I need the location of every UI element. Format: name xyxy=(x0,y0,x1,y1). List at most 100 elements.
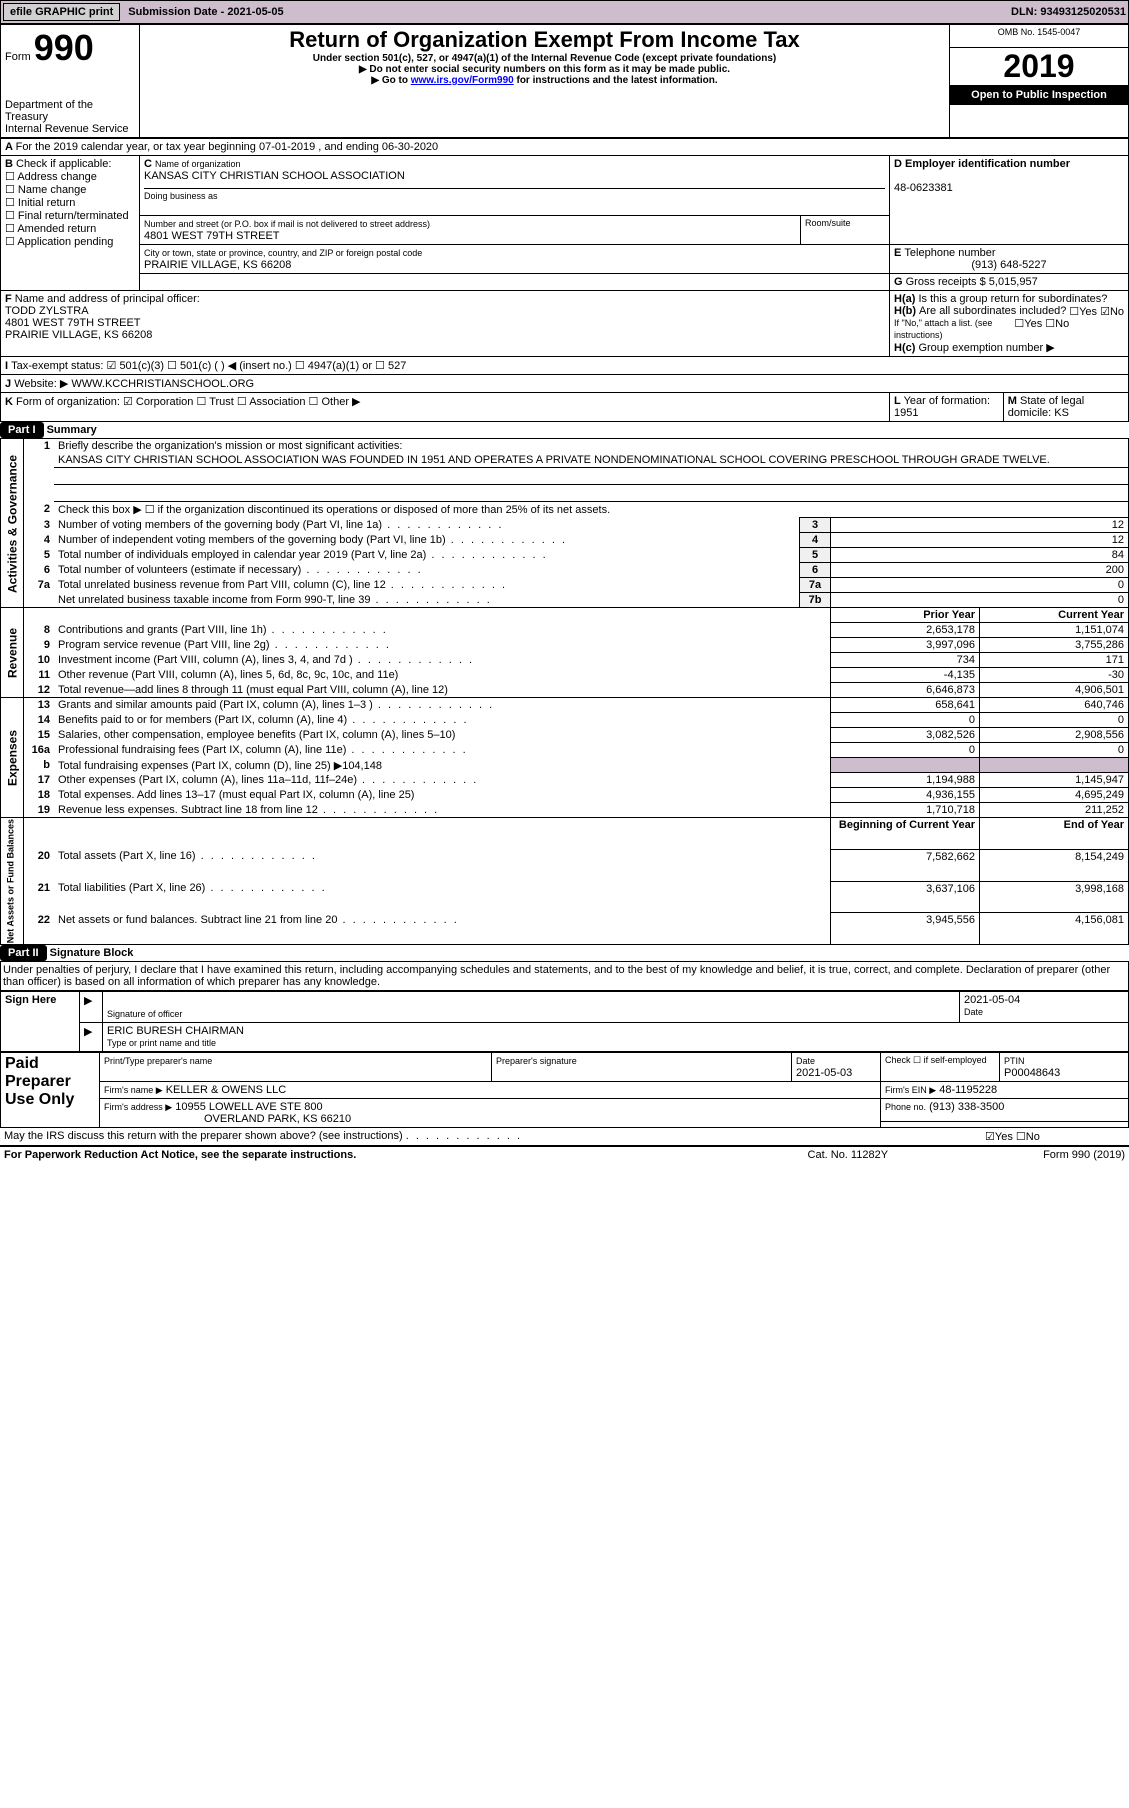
lt: Number of independent voting members of … xyxy=(54,533,800,548)
ln: 7a xyxy=(24,578,55,593)
py: 1,710,718 xyxy=(831,803,980,818)
lt: Total number of volunteers (estimate if … xyxy=(54,563,800,578)
lb: 3 xyxy=(800,518,831,533)
dept: Department of the Treasury Internal Reve… xyxy=(5,99,135,135)
l-lbl: Year of formation: xyxy=(904,395,990,407)
lt: Other revenue (Part VIII, column (A), li… xyxy=(54,668,831,683)
sig-date: 2021-05-04 xyxy=(964,994,1020,1006)
lt: Total unrelated business revenue from Pa… xyxy=(54,578,800,593)
i-opt: 501(c) ( ) ◀ (insert no.) xyxy=(180,360,292,372)
lb: 7a xyxy=(800,578,831,593)
py: 7,582,662 xyxy=(831,849,980,881)
pra: For Paperwork Reduction Act Notice, see … xyxy=(0,1146,755,1163)
cy: 3,755,286 xyxy=(980,638,1129,653)
firm-ein-lbl: Firm's EIN ▶ xyxy=(885,1085,936,1095)
ln: 5 xyxy=(24,548,55,563)
phone: (913) 648-5227 xyxy=(894,259,1124,271)
ein: 48-0623381 xyxy=(894,182,953,194)
officer-name: ERIC BURESH CHAIRMAN xyxy=(107,1025,244,1037)
cy: 0 xyxy=(980,743,1129,758)
py: 2,653,178 xyxy=(831,623,980,638)
part2-hdr: Part II xyxy=(0,945,47,961)
yes: Yes xyxy=(995,1131,1013,1143)
firm-city: OVERLAND PARK, KS 66210 xyxy=(204,1113,351,1125)
officer-addr2: PRAIRIE VILLAGE, KS 66208 xyxy=(5,329,152,341)
py: 658,641 xyxy=(831,698,980,713)
discuss-row: May the IRS discuss this return with the… xyxy=(0,1128,1129,1145)
phone-lbl: Phone no. xyxy=(885,1102,926,1112)
py: 734 xyxy=(831,653,980,668)
py: 3,082,526 xyxy=(831,728,980,743)
part1-title: Summary xyxy=(47,424,97,436)
ln: 3 xyxy=(24,518,55,533)
g-lbl: Gross receipts $ xyxy=(906,276,986,288)
b-opt: Amended return xyxy=(17,223,96,235)
pp-sig-lbl: Preparer's signature xyxy=(496,1056,577,1066)
ln: 16a xyxy=(24,743,55,758)
ptin-lbl: PTIN xyxy=(1004,1056,1025,1066)
firm-ein: 48-1195228 xyxy=(939,1084,997,1096)
firm-name-lbl: Firm's name ▶ xyxy=(104,1085,163,1095)
lv: 200 xyxy=(831,563,1129,578)
part2-title: Signature Block xyxy=(50,947,134,959)
lt: Other expenses (Part IX, column (A), lin… xyxy=(54,773,831,788)
py-hdr: Prior Year xyxy=(831,608,980,623)
irs-link[interactable]: www.irs.gov/Form990 xyxy=(411,75,514,86)
efile-btn[interactable]: efile GRAPHIC print xyxy=(3,3,120,21)
py: 1,194,988 xyxy=(831,773,980,788)
ln: 15 xyxy=(24,728,55,743)
form-number: 990 xyxy=(34,27,94,68)
k-opt: Corporation xyxy=(136,396,193,408)
hb: Are all subordinates included? xyxy=(919,305,1066,317)
b-opt: Initial return xyxy=(18,197,75,209)
sig-table: Sign Here ▶ Signature of officer 2021-05… xyxy=(0,991,1129,1052)
street: 4801 WEST 79TH STREET xyxy=(144,230,280,242)
q2: Check this box ▶ ☐ if the organization d… xyxy=(54,502,1129,518)
cy: 211,252 xyxy=(980,803,1129,818)
mission: KANSAS CITY CHRISTIAN SCHOOL ASSOCIATION… xyxy=(54,453,1129,468)
py: 3,997,096 xyxy=(831,638,980,653)
cat: Cat. No. 11282Y xyxy=(755,1146,940,1163)
eoy-hdr: End of Year xyxy=(980,818,1129,850)
ln: 11 xyxy=(24,668,55,683)
org-name: KANSAS CITY CHRISTIAN SCHOOL ASSOCIATION xyxy=(144,170,405,182)
form-footer: Form 990 (2019) xyxy=(941,1146,1129,1163)
k-lbl: Form of organization: xyxy=(16,396,120,408)
ha: Is this a group return for subordinates? xyxy=(918,293,1107,305)
lt: Total assets (Part X, line 16) xyxy=(54,849,831,881)
q1: Briefly describe the organization's miss… xyxy=(54,439,1129,454)
ln: 13 xyxy=(24,698,55,713)
i-opt: 501(c)(3) xyxy=(119,360,164,372)
sig-lbl: Signature of officer xyxy=(107,1009,182,1019)
py: 0 xyxy=(831,713,980,728)
lt: Benefits paid to or for members (Part IX… xyxy=(54,713,831,728)
cy: 0 xyxy=(980,713,1129,728)
summary-table: Activities & Governance 1Briefly describ… xyxy=(0,438,1129,945)
cy: -30 xyxy=(980,668,1129,683)
yes: Yes xyxy=(1024,318,1042,330)
cy-hdr: Current Year xyxy=(980,608,1129,623)
name-lbl: Type or print name and title xyxy=(107,1038,216,1048)
py: 3,945,556 xyxy=(831,913,980,945)
ln: 6 xyxy=(24,563,55,578)
ln: 22 xyxy=(24,913,55,945)
ln: 8 xyxy=(24,623,55,638)
officer-addr1: 4801 WEST 79TH STREET xyxy=(5,317,141,329)
ln: 10 xyxy=(24,653,55,668)
k-opt: Association xyxy=(249,396,305,408)
dln: DLN: 93493125020531 xyxy=(1011,6,1126,18)
b-opt: Address change xyxy=(17,171,97,183)
city-lbl: City or town, state or province, country… xyxy=(144,248,422,258)
website: WWW.KCCHRISTIANSCHOOL.ORG xyxy=(71,378,254,390)
pp-date-lbl: Date xyxy=(796,1056,815,1066)
b-opt: Application pending xyxy=(17,236,113,248)
lt: Net assets or fund balances. Subtract li… xyxy=(54,913,831,945)
lt: Grants and similar amounts paid (Part IX… xyxy=(54,698,831,713)
cy: 4,695,249 xyxy=(980,788,1129,803)
lb: 5 xyxy=(800,548,831,563)
e-lbl: Telephone number xyxy=(904,247,995,259)
open-inspection: Open to Public Inspection xyxy=(950,85,1128,105)
lt: Salaries, other compensation, employee b… xyxy=(54,728,831,743)
py: 4,936,155 xyxy=(831,788,980,803)
tax-year: 2019 xyxy=(950,48,1128,85)
